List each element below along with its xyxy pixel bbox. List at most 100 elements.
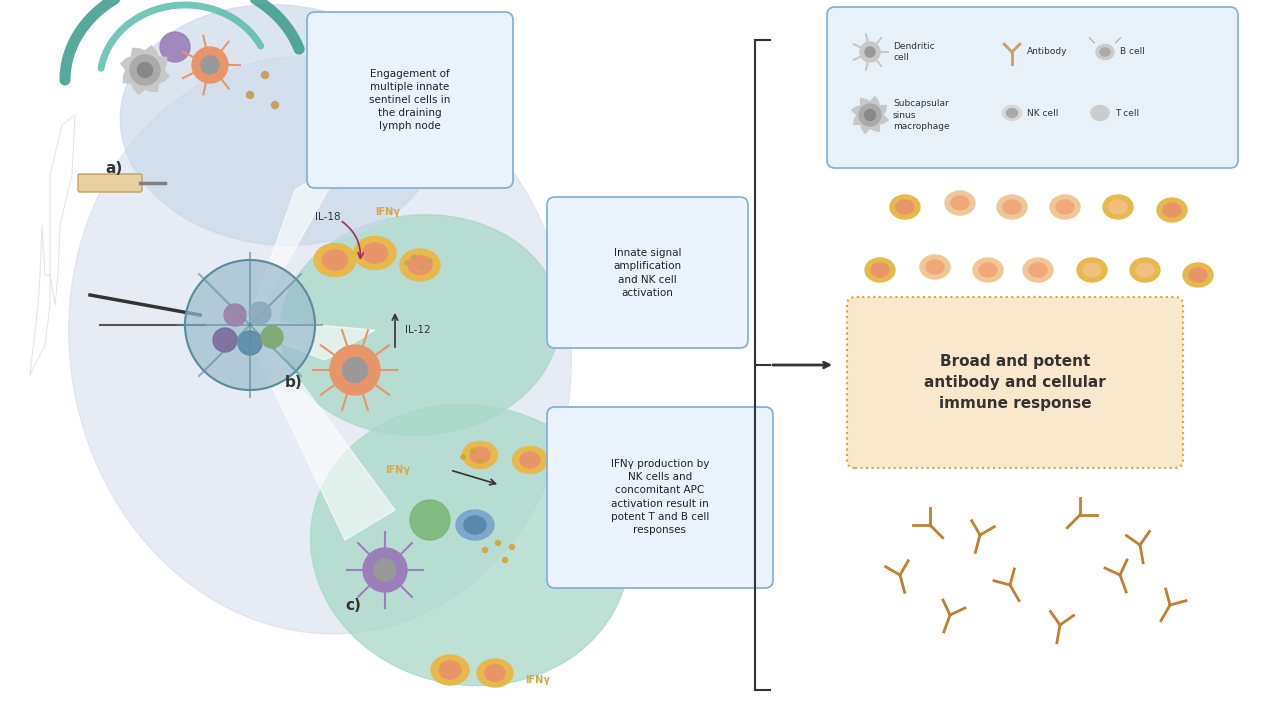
Text: a): a) bbox=[105, 161, 122, 176]
Circle shape bbox=[510, 544, 515, 550]
Ellipse shape bbox=[1077, 258, 1107, 282]
Circle shape bbox=[420, 265, 424, 269]
Ellipse shape bbox=[1130, 258, 1160, 282]
Ellipse shape bbox=[120, 4, 440, 245]
Text: IFNγ: IFNγ bbox=[385, 465, 410, 475]
Circle shape bbox=[271, 102, 279, 109]
Text: Dendritic
cell: Dendritic cell bbox=[893, 42, 935, 62]
Ellipse shape bbox=[464, 516, 486, 534]
FancyBboxPatch shape bbox=[547, 407, 773, 588]
Ellipse shape bbox=[926, 260, 943, 274]
Ellipse shape bbox=[456, 510, 495, 540]
Circle shape bbox=[213, 328, 237, 352]
Ellipse shape bbox=[1050, 195, 1080, 219]
Ellipse shape bbox=[1090, 106, 1110, 120]
Ellipse shape bbox=[1110, 200, 1127, 214]
Text: Innate signal
amplification
and NK cell
activation: Innate signal amplification and NK cell … bbox=[614, 248, 682, 298]
Ellipse shape bbox=[311, 405, 629, 686]
Circle shape bbox=[374, 559, 396, 581]
Ellipse shape bbox=[1163, 203, 1181, 217]
Ellipse shape bbox=[945, 191, 975, 215]
Ellipse shape bbox=[890, 195, 921, 219]
FancyBboxPatch shape bbox=[79, 174, 142, 192]
Circle shape bbox=[261, 72, 269, 78]
Circle shape bbox=[410, 500, 450, 540]
Ellipse shape bbox=[921, 255, 950, 279]
Ellipse shape bbox=[951, 196, 969, 210]
Text: T cell: T cell bbox=[1115, 109, 1139, 117]
Circle shape bbox=[502, 558, 507, 563]
Polygon shape bbox=[245, 160, 345, 330]
FancyBboxPatch shape bbox=[827, 7, 1238, 168]
Ellipse shape bbox=[280, 215, 559, 435]
Text: IFNγ: IFNγ bbox=[375, 207, 399, 217]
Text: IL-18: IL-18 bbox=[314, 212, 341, 222]
Ellipse shape bbox=[477, 659, 514, 687]
Ellipse shape bbox=[1096, 44, 1115, 59]
Ellipse shape bbox=[1103, 195, 1134, 219]
Ellipse shape bbox=[439, 661, 462, 679]
Text: Engagement of
multiple innate
sentinel cells in
the draining
lymph node: Engagement of multiple innate sentinel c… bbox=[369, 69, 450, 131]
Circle shape bbox=[478, 459, 482, 463]
Ellipse shape bbox=[1156, 198, 1187, 222]
Ellipse shape bbox=[520, 452, 540, 468]
Ellipse shape bbox=[979, 263, 997, 277]
Text: c): c) bbox=[345, 598, 361, 613]
Circle shape bbox=[470, 449, 476, 453]
Polygon shape bbox=[852, 96, 889, 133]
Ellipse shape bbox=[997, 195, 1027, 219]
Circle shape bbox=[261, 326, 283, 348]
Circle shape bbox=[363, 548, 407, 592]
Circle shape bbox=[191, 47, 228, 83]
Circle shape bbox=[483, 547, 487, 552]
Circle shape bbox=[224, 304, 246, 326]
Circle shape bbox=[860, 42, 880, 62]
Text: Broad and potent
antibody and cellular
immune response: Broad and potent antibody and cellular i… bbox=[924, 354, 1106, 411]
Circle shape bbox=[131, 55, 160, 85]
Ellipse shape bbox=[1189, 268, 1207, 282]
Circle shape bbox=[330, 345, 380, 395]
Polygon shape bbox=[245, 320, 375, 360]
Ellipse shape bbox=[896, 200, 914, 214]
Ellipse shape bbox=[470, 447, 489, 463]
Ellipse shape bbox=[1003, 200, 1021, 214]
Polygon shape bbox=[120, 46, 169, 94]
Ellipse shape bbox=[512, 447, 548, 473]
Circle shape bbox=[137, 62, 152, 78]
Ellipse shape bbox=[399, 249, 440, 281]
Circle shape bbox=[160, 32, 190, 62]
Ellipse shape bbox=[314, 244, 356, 276]
Text: Subcapsular
sinus
macrophage: Subcapsular sinus macrophage bbox=[893, 99, 950, 130]
Ellipse shape bbox=[973, 258, 1003, 282]
Circle shape bbox=[249, 302, 271, 324]
Polygon shape bbox=[245, 320, 396, 540]
Ellipse shape bbox=[1083, 263, 1101, 277]
Ellipse shape bbox=[68, 56, 572, 634]
Ellipse shape bbox=[865, 258, 895, 282]
Ellipse shape bbox=[1023, 258, 1052, 282]
Ellipse shape bbox=[871, 263, 889, 277]
Ellipse shape bbox=[1003, 106, 1022, 120]
Circle shape bbox=[246, 91, 254, 99]
Text: b): b) bbox=[285, 375, 303, 390]
Circle shape bbox=[404, 261, 410, 265]
Circle shape bbox=[342, 357, 368, 383]
Circle shape bbox=[412, 255, 416, 259]
Circle shape bbox=[858, 104, 881, 126]
FancyBboxPatch shape bbox=[547, 197, 748, 348]
Text: Antibody: Antibody bbox=[1027, 48, 1068, 57]
Text: B cell: B cell bbox=[1120, 48, 1145, 57]
Circle shape bbox=[462, 455, 465, 459]
Circle shape bbox=[238, 331, 262, 355]
Ellipse shape bbox=[408, 255, 432, 275]
Circle shape bbox=[496, 541, 501, 545]
Text: NK cell: NK cell bbox=[1027, 109, 1059, 117]
Ellipse shape bbox=[1183, 263, 1213, 287]
Circle shape bbox=[865, 109, 875, 120]
FancyBboxPatch shape bbox=[847, 297, 1183, 468]
Ellipse shape bbox=[463, 442, 497, 468]
Ellipse shape bbox=[1101, 48, 1110, 56]
Text: IL-12: IL-12 bbox=[404, 325, 431, 335]
Text: IFNγ production by
NK cells and
concomitant APC
activation result in
potent T an: IFNγ production by NK cells and concomit… bbox=[611, 459, 709, 535]
Circle shape bbox=[202, 56, 219, 74]
